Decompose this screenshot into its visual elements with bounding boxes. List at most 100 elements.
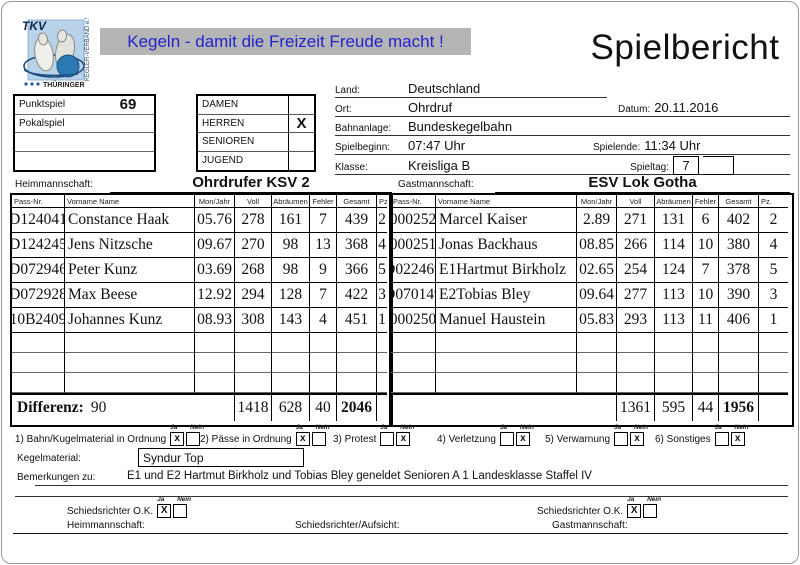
check-paesse: 2) Pässe in Ordnung Ja Nein x (200, 424, 330, 446)
cell-voll: 308 (235, 308, 272, 333)
cell-mon: 02.65 (577, 258, 617, 283)
ja-checkbox (499, 432, 514, 446)
cell-fehler: 10 (693, 233, 719, 258)
home-table: Pass-Nr. Vorname Name Mon/Jahr Voll Abrä… (10, 193, 393, 427)
spielbeginn-value: 07:47 Uhr (408, 138, 466, 153)
cell-pass: D124041 (12, 208, 65, 233)
cell-gesamt: 451 (337, 308, 377, 333)
total-gesamt: 1956 (719, 393, 759, 421)
col-gesamt: Gesamt (337, 195, 377, 208)
cell-abraeumen: 124 (655, 258, 693, 283)
nein-checkbox: x (515, 432, 530, 446)
cell-voll: 277 (617, 283, 655, 308)
cell-abraeumen: 113 (655, 283, 693, 308)
nein-checkbox (311, 432, 326, 446)
category-row-herren: HERREN X (198, 114, 314, 133)
cell-fehler: 4 (310, 308, 337, 333)
svg-text:THÜRINGER: THÜRINGER (43, 80, 85, 89)
col-pz: Pz. (377, 195, 387, 208)
cell-gesamt: 378 (719, 258, 759, 283)
col-voll: Voll (235, 195, 272, 208)
cell-pz: 1 (377, 308, 387, 333)
datum-group: Datum: 20.11.2016 (618, 100, 718, 115)
land-label: Land: (335, 85, 361, 96)
nein-checkbox: x (630, 432, 645, 446)
col-gesamt: Gesamt (719, 195, 759, 208)
cell-pz: 4 (759, 233, 788, 258)
cell-name: Peter Kunz (65, 258, 195, 283)
cell-name: Constance Haak (65, 208, 195, 233)
cell-pz: 1 (759, 308, 788, 333)
ja-checkbox (380, 432, 395, 446)
cell-abraeumen: 98 (272, 258, 310, 283)
col-abraeumen: Abräumen (272, 195, 310, 208)
ja-checkbox (614, 432, 629, 446)
differenz-cell-empty (391, 393, 617, 421)
heimmannschaft-label: Heimmannschaft: (15, 179, 93, 190)
cell-gesamt: 366 (337, 258, 377, 283)
match-type-row (15, 152, 154, 171)
match-type-row: Pokalspiel (15, 115, 154, 133)
herren-checkbox: X (288, 114, 314, 132)
cell-fehler: 9 (310, 258, 337, 283)
cell-gesamt: 402 (719, 208, 759, 233)
svg-text:TKV: TKV (22, 19, 47, 33)
cell-mon: 05.76 (195, 208, 235, 233)
jugend-checkbox (288, 151, 314, 170)
nein-checkbox: x (396, 432, 411, 446)
cell-pass: D072928 (12, 283, 65, 308)
differenz-cell: Differenz: 90 (12, 393, 235, 421)
total-fehler: 44 (693, 393, 719, 421)
cell-mon: 09.64 (577, 283, 617, 308)
ort-value: Ohrdruf (408, 100, 453, 115)
cell-pass: D072946 (12, 258, 65, 283)
kegelmaterial-label: Kegelmaterial: (17, 453, 81, 464)
cell-mon: 08.85 (577, 233, 617, 258)
cell-pz: 3 (759, 283, 788, 308)
cell-gesamt: 439 (337, 208, 377, 233)
col-name: Vorname Name (436, 195, 577, 208)
total-gesamt: 2046 (337, 393, 377, 421)
guest-table: Pass-Nr. Vorname Name Mon/Jahr Voll Abrä… (389, 193, 794, 427)
ort-label: Ort: (335, 104, 352, 115)
spielende-value: 11:34 Uhr (644, 138, 701, 153)
senioren-checkbox (288, 133, 314, 151)
cell-mon: 03.69 (195, 258, 235, 283)
differenz-value: 90 (90, 399, 107, 416)
col-pass: Pass-Nr. (391, 195, 436, 208)
spielende-group: Spielende: 11:34 Uhr (593, 138, 700, 153)
match-type-row: Punktspiel 69 (15, 96, 154, 115)
total-pz (377, 393, 387, 421)
check-verletzung: 4) Verletzung Ja Nein x (437, 424, 534, 446)
total-voll: 1361 (617, 393, 655, 421)
spieltag-empty-box (703, 156, 734, 175)
cell-voll: 294 (235, 283, 272, 308)
col-voll: Voll (617, 195, 655, 208)
cell-name: E2Tobias Bley (436, 283, 577, 308)
klasse-value: Kreisliga B (408, 158, 471, 173)
total-pz (759, 393, 788, 421)
gastmannschaft-label: Gastmannschaft: (398, 179, 474, 190)
cell-abraeumen: 98 (272, 233, 310, 258)
spielbeginn-label: Spielbeginn: (335, 142, 391, 153)
cell-gesamt: 368 (337, 233, 377, 258)
spieltag-value-box: 7 (673, 156, 699, 175)
cell-gesamt: 390 (719, 283, 759, 308)
cell-pass: D124245 (12, 233, 65, 258)
separator-line (15, 496, 788, 497)
cell-fehler: 7 (310, 208, 337, 233)
cell-pz: 2 (377, 208, 387, 233)
total-voll: 1418 (235, 393, 272, 421)
ja-checkbox: x (170, 432, 185, 446)
cell-pass: 000252 (391, 208, 436, 233)
col-mon: Mon/Jahr (195, 195, 235, 208)
nein-checkbox (186, 432, 201, 446)
cell-mon: 2.89 (577, 208, 617, 233)
cell-name: Jens Nitzsche (65, 233, 195, 258)
klasse-row: Klasse: Kreisliga B Spieltag: 7 (335, 153, 790, 175)
klasse-label: Klasse: (335, 162, 368, 173)
bemerkungen-value: E1 und E2 Hartmut Birkholz und Tobias Bl… (127, 470, 592, 482)
svg-text:KEGLER-VERBAND e.V.: KEGLER-VERBAND e.V. (85, 18, 91, 81)
cell-fehler: 11 (693, 308, 719, 333)
cell-mon: 05.83 (577, 308, 617, 333)
